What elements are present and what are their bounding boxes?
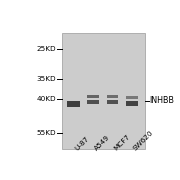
Text: INHBB: INHBB [149, 96, 174, 105]
Text: 25KD: 25KD [36, 46, 56, 52]
Text: U-87: U-87 [73, 136, 90, 152]
Bar [126, 101, 138, 105]
Bar [126, 96, 138, 99]
Text: A549: A549 [93, 134, 111, 152]
Bar [107, 100, 118, 104]
Text: SW620: SW620 [132, 130, 154, 152]
Bar [62, 33, 145, 149]
Bar [107, 95, 118, 98]
Bar [87, 94, 99, 98]
Text: 40KD: 40KD [36, 96, 56, 102]
Bar [87, 100, 99, 104]
Bar [67, 100, 80, 107]
Text: MCF7: MCF7 [112, 134, 131, 152]
Text: 55KD: 55KD [36, 130, 56, 136]
Text: 35KD: 35KD [36, 76, 56, 82]
